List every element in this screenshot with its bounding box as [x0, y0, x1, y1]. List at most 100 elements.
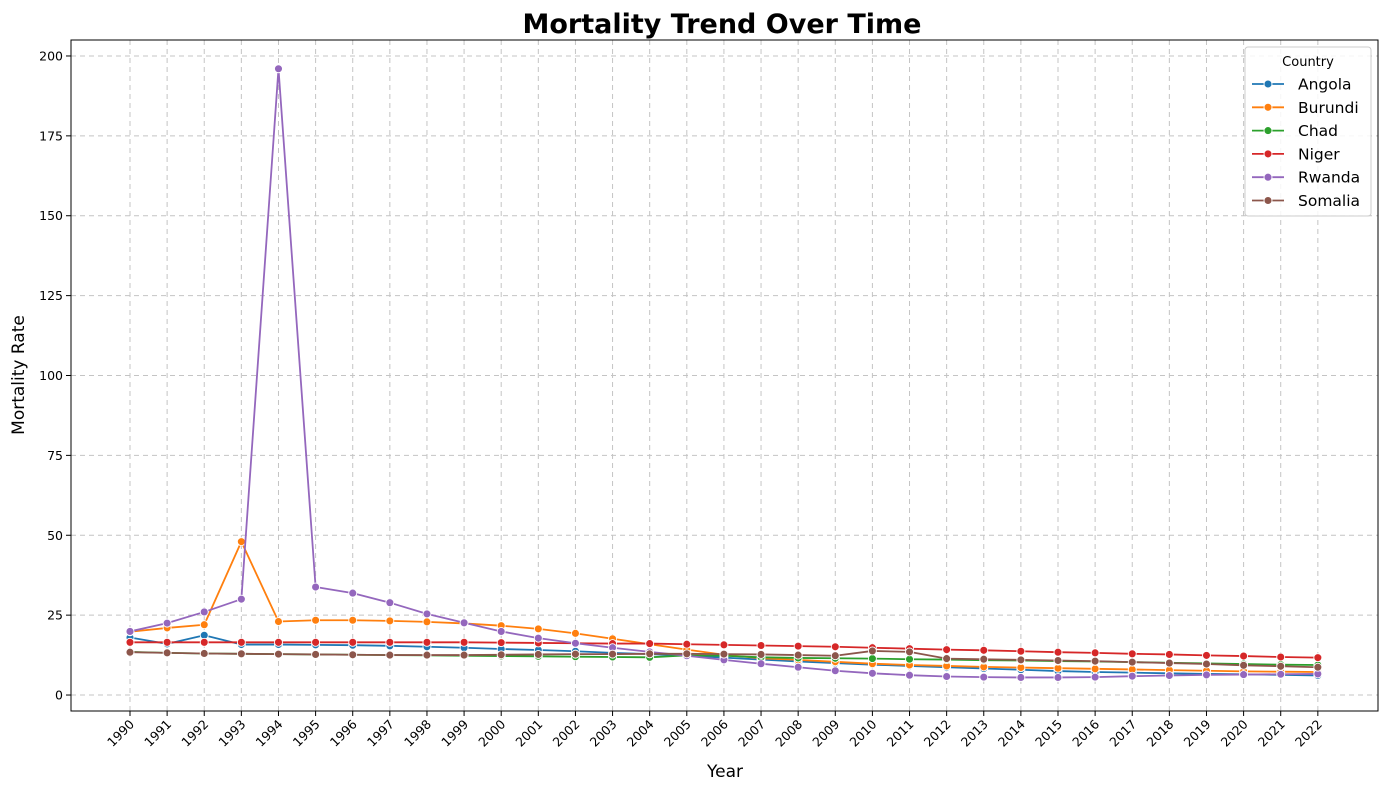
y-axis-label: Mortality Rate — [9, 315, 29, 435]
data-point-somalia — [199, 649, 209, 658]
y-tick-label: 150 — [39, 208, 63, 223]
data-point-chad — [867, 654, 877, 664]
y-tick-label: 175 — [39, 128, 63, 143]
legend-item-somalia: Somalia — [1252, 192, 1360, 210]
chart-title: Mortality Trend Over Time — [522, 9, 921, 40]
data-point-rwanda — [756, 659, 766, 669]
data-point-somalia — [942, 654, 952, 664]
x-tick-label: 2009 — [809, 716, 842, 749]
data-point-rwanda — [1127, 671, 1137, 681]
x-tick-label: 1994 — [252, 716, 285, 749]
data-point-somalia — [1313, 662, 1323, 672]
legend-marker-niger — [1263, 149, 1273, 159]
x-tick-label: 1992 — [178, 717, 211, 750]
data-point-burundi — [199, 620, 209, 630]
data-point-rwanda — [793, 662, 803, 672]
data-point-niger — [1239, 651, 1249, 661]
data-point-rwanda — [162, 618, 172, 628]
data-point-burundi — [422, 617, 432, 627]
data-point-niger — [1016, 646, 1026, 656]
data-point-somalia — [1164, 658, 1174, 668]
data-point-somalia — [236, 649, 246, 659]
legend-marker-burundi — [1263, 102, 1273, 112]
data-point-rwanda — [496, 626, 506, 636]
x-tick-label: 2008 — [772, 716, 805, 749]
legend-item-rwanda: Rwanda — [1252, 169, 1360, 187]
x-tick-label: 1997 — [364, 717, 397, 750]
x-tick-label: 1993 — [215, 717, 248, 750]
data-point-niger — [942, 645, 952, 655]
data-point-rwanda — [348, 588, 358, 598]
series-rwanda — [125, 64, 1323, 682]
data-point-rwanda — [274, 64, 283, 74]
data-point-somalia — [608, 649, 618, 659]
x-tick-label: 2014 — [995, 716, 1028, 749]
x-tick-label: 2007 — [735, 717, 768, 750]
x-tick-label: 2020 — [1218, 716, 1251, 749]
data-point-somalia — [979, 654, 989, 664]
data-point-somalia — [682, 649, 692, 659]
data-point-niger — [1053, 647, 1063, 657]
x-tick-label: 2015 — [1032, 717, 1065, 750]
data-point-somalia — [348, 650, 358, 660]
x-tick-label: 2022 — [1292, 717, 1325, 750]
data-point-somalia — [867, 646, 877, 656]
data-point-rwanda — [979, 672, 989, 682]
data-point-niger — [719, 640, 729, 650]
data-point-somalia — [1202, 659, 1211, 669]
x-tick-label: 2021 — [1255, 717, 1288, 750]
legend-label-somalia: Somalia — [1298, 192, 1360, 210]
x-tick-label: 2006 — [698, 716, 731, 749]
data-point-somalia — [830, 651, 840, 661]
x-tick-label: 2018 — [1143, 716, 1176, 749]
data-point-niger — [979, 645, 989, 655]
data-point-rwanda — [1016, 673, 1026, 682]
legend-label-chad: Chad — [1298, 122, 1338, 140]
data-point-burundi — [1090, 664, 1100, 674]
x-tick-label: 2003 — [587, 717, 620, 750]
data-point-somalia — [533, 649, 543, 659]
data-point-burundi — [570, 628, 580, 638]
data-point-somalia — [756, 649, 766, 659]
data-point-rwanda — [1239, 670, 1249, 680]
x-axis-label: Year — [706, 762, 743, 782]
x-tick-label: 2001 — [512, 717, 545, 750]
legend: Country Angola Burundi Chad Niger Rwanda Soma… — [1244, 46, 1372, 217]
x-tick-label: 1998 — [401, 716, 434, 749]
legend-title: Country — [1282, 55, 1334, 70]
data-point-niger — [645, 639, 655, 649]
data-point-rwanda — [942, 672, 952, 681]
x-tick-label: 1996 — [327, 716, 360, 749]
y-tick-label: 50 — [47, 528, 63, 543]
data-point-niger — [1164, 649, 1174, 659]
data-point-rwanda — [570, 638, 580, 648]
data-point-niger — [1276, 652, 1286, 662]
data-point-niger — [1127, 649, 1137, 659]
data-point-rwanda — [1164, 671, 1174, 680]
y-tick-label: 75 — [47, 448, 63, 463]
data-point-rwanda — [199, 607, 209, 617]
x-tick-label: 1999 — [438, 716, 471, 749]
y-tick-label: 125 — [39, 288, 63, 303]
data-point-somalia — [459, 650, 469, 660]
x-tick-label: 2017 — [1106, 717, 1139, 750]
data-point-burundi — [385, 616, 395, 626]
data-point-rwanda — [422, 609, 432, 619]
data-point-somalia — [1053, 656, 1063, 665]
x-tick-label: 1990 — [104, 716, 137, 749]
legend-box — [1244, 46, 1372, 217]
data-point-somalia — [422, 650, 432, 660]
data-point-burundi — [348, 615, 358, 625]
legend-marker-angola — [1263, 79, 1273, 89]
data-point-niger — [274, 637, 283, 647]
data-point-niger — [422, 637, 432, 647]
legend-marker-rwanda — [1263, 172, 1273, 182]
data-point-somalia — [274, 649, 283, 659]
data-point-somalia — [1276, 661, 1286, 671]
data-point-niger — [348, 637, 358, 647]
data-point-rwanda — [385, 598, 395, 608]
data-point-niger — [311, 637, 321, 647]
data-point-somalia — [125, 647, 135, 657]
data-point-somalia — [1239, 660, 1249, 670]
grid-layer — [71, 40, 1378, 711]
